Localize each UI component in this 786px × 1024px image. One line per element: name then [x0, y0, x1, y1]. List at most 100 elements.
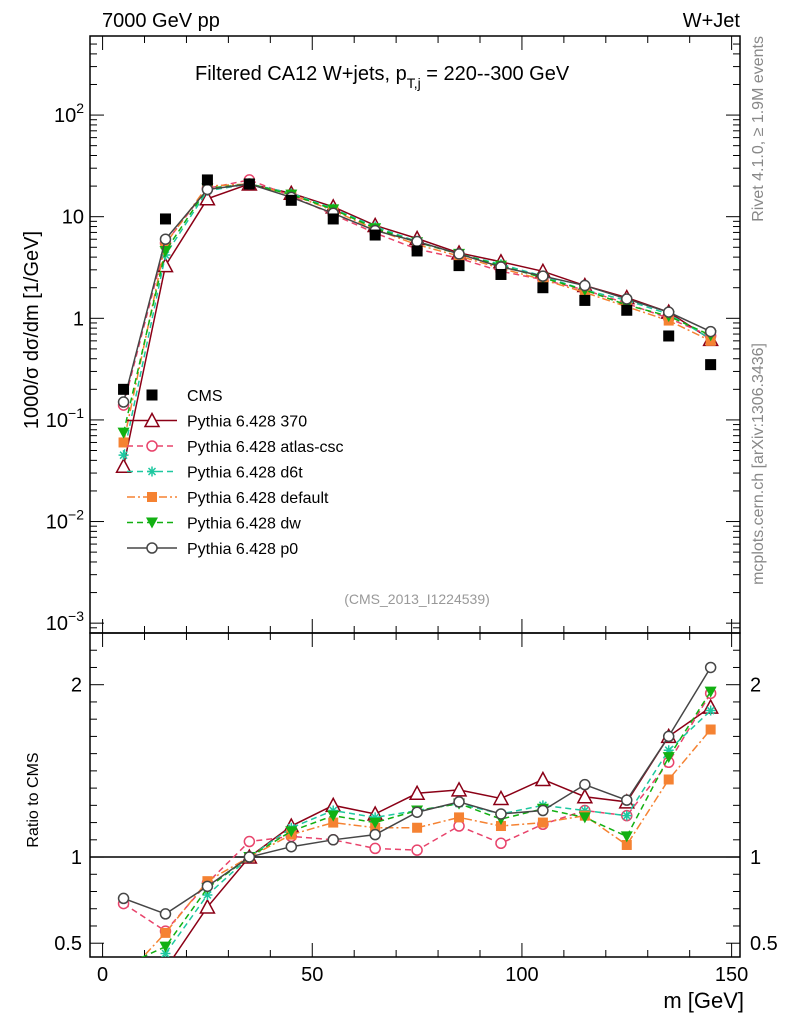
main-ytick-label: 1	[73, 308, 84, 330]
main-ticks: 10−3 10−2 10−1 1 10 102	[46, 35, 740, 635]
main-ytick-label: 102	[54, 100, 84, 127]
cms-data-point	[453, 260, 465, 272]
data-marker	[146, 517, 158, 529]
legend-label-cms: CMS	[187, 388, 223, 405]
data-marker	[118, 450, 129, 461]
cms-data-point	[327, 213, 339, 225]
mcplots-label: mcplots.cern.ch [arXiv:1306.3436]	[750, 343, 767, 585]
data-marker	[369, 842, 381, 855]
data-marker	[369, 828, 381, 841]
cms-data-point	[663, 330, 675, 342]
data-marker	[328, 817, 339, 828]
data-marker	[621, 794, 633, 806]
data-marker	[118, 437, 129, 448]
legend: CMS Pythia 6.428 370 Pythia 6.428 atlas-cs…	[127, 388, 344, 558]
chart-title-sub: T,j	[407, 75, 421, 91]
main-panel: 10−3 10−2 10−1 1 10 102 Filtered CA12 W+jets,…	[21, 35, 741, 635]
chart-title-main: Filtered CA12 W+jets, p	[195, 63, 407, 85]
data-marker	[576, 788, 594, 804]
cms-data-point	[243, 178, 255, 190]
rivet-label: Rivet 4.1.0, ≥ 1.9M events	[750, 36, 767, 222]
data-marker	[327, 810, 340, 822]
ratio-frame	[89, 632, 741, 958]
legend-label-0: Pythia 6.428 370	[187, 414, 307, 431]
ratio-xtick-label: 150	[715, 964, 748, 986]
cms-data-point	[201, 174, 213, 186]
ratio-xtick-label: 100	[505, 964, 538, 986]
series-line-3	[122, 183, 711, 443]
main-ylabel: 1000/σ dσ/dm [1/GeV]	[21, 231, 43, 429]
data-marker	[147, 492, 157, 502]
data-marker	[663, 745, 674, 756]
data-marker	[537, 270, 549, 282]
data-marker	[705, 705, 716, 716]
ratio-xtick-label: 50	[301, 964, 323, 986]
data-marker	[199, 898, 216, 914]
data-marker	[159, 941, 172, 953]
series-line-1	[122, 179, 711, 406]
data-marker	[243, 851, 256, 863]
data-marker	[579, 805, 590, 816]
data-marker	[146, 440, 158, 452]
data-marker	[117, 427, 130, 439]
cms-data-point	[579, 294, 591, 306]
data-marker	[327, 834, 339, 846]
data-marker	[663, 774, 674, 785]
data-marker	[450, 781, 468, 797]
chart-title-tail: = 220--300 GeV	[421, 63, 570, 85]
main-ytick-label: 10−1	[46, 405, 84, 432]
data-marker	[370, 812, 381, 823]
data-marker	[537, 804, 549, 817]
data-marker	[579, 778, 591, 791]
data-marker	[662, 752, 675, 764]
data-marker	[704, 325, 717, 338]
main-ytick-label: 10	[62, 207, 84, 229]
legend-label-3: Pythia 6.428 default	[187, 490, 329, 507]
data-marker	[328, 805, 339, 816]
ratio-series	[117, 661, 719, 957]
ratio-ytick-label-right: 0.5	[750, 933, 778, 955]
cms-data-point	[159, 213, 171, 225]
data-marker	[534, 770, 552, 787]
data-marker	[159, 908, 172, 920]
cms-data-point	[118, 383, 130, 395]
data-marker	[146, 542, 158, 554]
data-marker	[662, 730, 675, 743]
data-marker	[495, 808, 507, 820]
data-marker	[160, 948, 171, 957]
data-marker	[578, 812, 591, 824]
header-left-label: 7000 GeV pp	[102, 10, 220, 32]
cms-data-point	[495, 268, 507, 280]
data-marker	[147, 466, 157, 477]
data-marker	[369, 817, 382, 829]
cms-data-point	[285, 194, 297, 206]
data-marker	[160, 927, 171, 938]
main-ytick-label: 10−2	[46, 507, 84, 534]
ratio-ytick-label-right: 2	[750, 675, 761, 697]
main-ytick-label: 10−3	[46, 608, 84, 635]
header-right-label: W+Jet	[683, 10, 741, 32]
data-marker	[285, 840, 298, 853]
ratio-ytick-label-right: 1	[750, 847, 761, 869]
ratio-ytick-label: 2	[71, 675, 82, 697]
data-marker	[453, 796, 465, 808]
ratio-xlabel: m [GeV]	[663, 988, 744, 1013]
data-marker	[243, 835, 256, 848]
data-marker	[621, 839, 632, 850]
data-marker	[408, 784, 426, 801]
cms-data-point	[411, 245, 423, 257]
legend-label-1: Pythia 6.428 atlas-csc	[187, 439, 344, 456]
data-marker	[117, 892, 130, 905]
data-marker	[412, 822, 423, 833]
data-marker	[411, 806, 423, 818]
data-marker	[453, 248, 465, 260]
cms-data-point	[705, 359, 717, 371]
legend-label-5: Pythia 6.428 p0	[187, 541, 298, 558]
chart-title: Filtered CA12 W+jets, pT,j = 220--300 Ge…	[195, 63, 570, 91]
data-marker	[411, 844, 423, 856]
data-marker	[454, 812, 465, 823]
main-data-points	[118, 174, 717, 395]
